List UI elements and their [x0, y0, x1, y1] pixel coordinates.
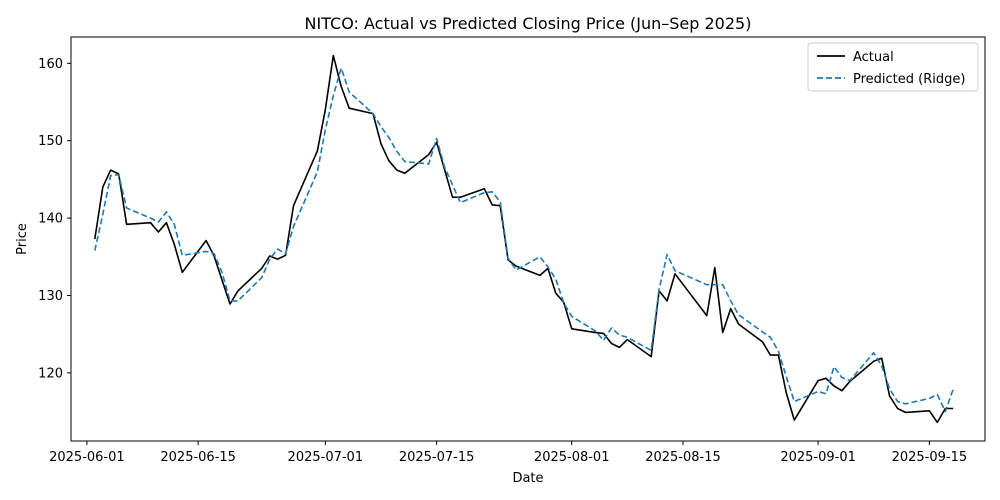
x-tick-label: 2025-06-01 — [49, 450, 125, 465]
legend-label-predicted: Predicted (Ridge) — [853, 72, 965, 87]
x-tick-label: 2025-06-15 — [160, 450, 236, 465]
legend-label-actual: Actual — [853, 50, 894, 65]
x-tick-label: 2025-08-15 — [645, 450, 721, 465]
x-axis: 2025-06-01 2025-06-15 2025-07-01 2025-07-15… — [49, 441, 967, 465]
series-layer — [94, 54, 954, 424]
y-axis: 120 130 140 150 160 — [38, 57, 71, 381]
x-tick-label: 2025-09-15 — [892, 450, 968, 465]
y-tick-label: 130 — [38, 289, 63, 304]
y-axis-label: Price — [15, 223, 30, 255]
plot-area — [70, 36, 986, 442]
y-tick-label: 150 — [38, 134, 63, 149]
x-axis-label: Date — [512, 471, 543, 486]
legend-frame — [807, 42, 979, 92]
y-tick-label: 120 — [38, 366, 63, 381]
chart-title: NITCO: Actual vs Predicted Closing Price… — [305, 14, 752, 33]
axes-frame — [70, 36, 986, 442]
series-line-predicted — [94, 67, 954, 413]
x-tick-label: 2025-08-01 — [534, 450, 610, 465]
x-tick-label: 2025-07-15 — [399, 450, 475, 465]
x-tick-label: 2025-09-01 — [780, 450, 856, 465]
series-line-actual — [94, 54, 954, 424]
legend: Actual Predicted (Ridge) — [807, 42, 979, 92]
y-tick-label: 140 — [38, 212, 63, 227]
x-tick-label: 2025-07-01 — [288, 450, 364, 465]
y-tick-label: 160 — [38, 57, 63, 72]
